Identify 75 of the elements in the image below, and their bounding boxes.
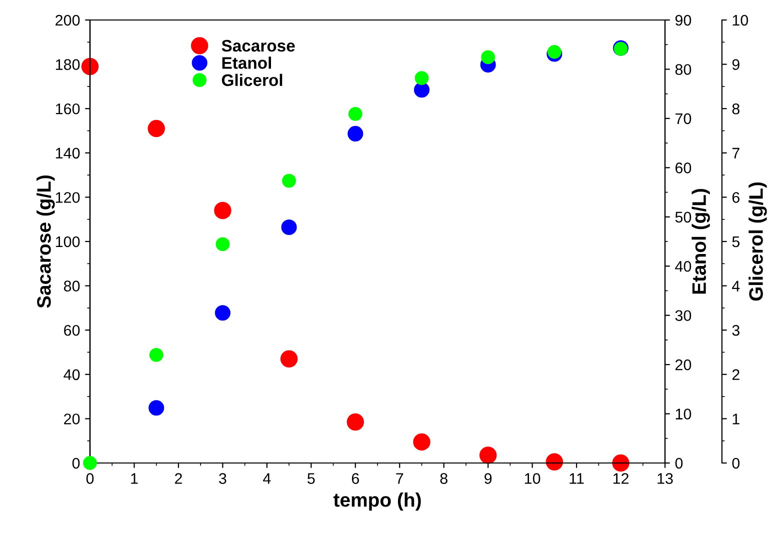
legend-label: Sacarose <box>222 40 295 52</box>
point <box>414 71 429 85</box>
y-tick-label: 140 <box>56 148 80 159</box>
y3-tick-label: 8 <box>732 103 740 114</box>
x-tick-label: 4 <box>263 473 271 484</box>
x-tick-label: 1 <box>131 473 138 484</box>
point <box>148 400 164 416</box>
y3-tick-label: 0 <box>732 458 740 469</box>
y2-tick-label: 80 <box>675 64 692 75</box>
y3-axis-title: Glicerol (g/L) <box>748 182 767 301</box>
y2-tick-label: 20 <box>675 359 692 370</box>
y3-tick-label: 5 <box>732 236 740 248</box>
y-tick-label: 40 <box>64 369 80 380</box>
point <box>214 202 232 220</box>
y-tick-label: 180 <box>56 59 80 70</box>
point <box>280 350 298 368</box>
y-tick-label: 80 <box>64 280 80 292</box>
y3-tick-label: 9 <box>732 59 740 70</box>
y-tick-label: 0 <box>72 458 80 469</box>
y-axis-title: Sacarose (g/L) <box>36 175 55 308</box>
x-tick-label: 0 <box>86 473 94 484</box>
y3-tick-label: 2 <box>732 369 740 380</box>
point <box>414 82 430 98</box>
y2-tick-label: 40 <box>675 260 692 272</box>
point <box>81 58 99 76</box>
x-tick-label: 5 <box>308 473 315 484</box>
point <box>481 50 496 64</box>
legend-label: Glicerol <box>222 74 282 86</box>
x-tick-label: 6 <box>352 473 359 484</box>
y-tick-label: 200 <box>56 14 80 26</box>
y2-tick-label: 10 <box>676 408 692 420</box>
y3-tick-label: 6 <box>732 192 740 203</box>
point <box>281 219 297 236</box>
point <box>346 413 364 431</box>
point <box>348 126 364 142</box>
y-tick-label: 60 <box>64 324 80 336</box>
y2-tick-label: 50 <box>675 212 692 223</box>
x-tick-label: 7 <box>396 473 404 484</box>
point <box>547 44 562 59</box>
point <box>612 454 630 472</box>
y-tick-label: 100 <box>56 236 80 248</box>
x-tick-label: 2 <box>174 473 182 484</box>
point <box>348 106 362 121</box>
point <box>546 453 564 471</box>
x-tick-label: 8 <box>440 473 448 484</box>
point <box>216 237 230 252</box>
x-tick-label: 13 <box>658 473 673 484</box>
y3-tick-label: 3 <box>732 324 740 336</box>
y3-tick-label: 1 <box>732 414 740 424</box>
point <box>83 456 97 470</box>
y3-tick-label: 7 <box>732 148 740 158</box>
y-tick-label: 20 <box>64 414 80 424</box>
y-tick-label: 120 <box>56 192 80 203</box>
point <box>479 446 497 464</box>
point <box>214 305 230 321</box>
point <box>148 120 165 138</box>
y2-tick-label: 30 <box>675 310 692 322</box>
y2-tick-label: 70 <box>676 113 692 124</box>
legend-label: Etanol <box>222 56 271 69</box>
y-tick-label: 160 <box>56 103 80 114</box>
x-tick-label: 11 <box>570 473 584 484</box>
x-tick-label: 3 <box>219 473 226 484</box>
y3-tick-label: 10 <box>732 14 748 26</box>
y3-tick-label: 4 <box>732 280 740 292</box>
x-tick-label: 10 <box>524 473 540 484</box>
y2-tick-label: 60 <box>676 162 692 174</box>
y2-tick-label: 90 <box>675 14 692 26</box>
y2-tick-label: 0 <box>675 458 683 469</box>
x-axis-title: tempo (h) <box>333 492 421 511</box>
point <box>282 174 296 188</box>
point <box>149 348 164 362</box>
point <box>413 433 430 451</box>
x-tick-label: 12 <box>613 473 628 484</box>
x-tick-label: 9 <box>484 473 492 484</box>
y2-axis-title: Etanol (g/L) <box>692 189 710 294</box>
